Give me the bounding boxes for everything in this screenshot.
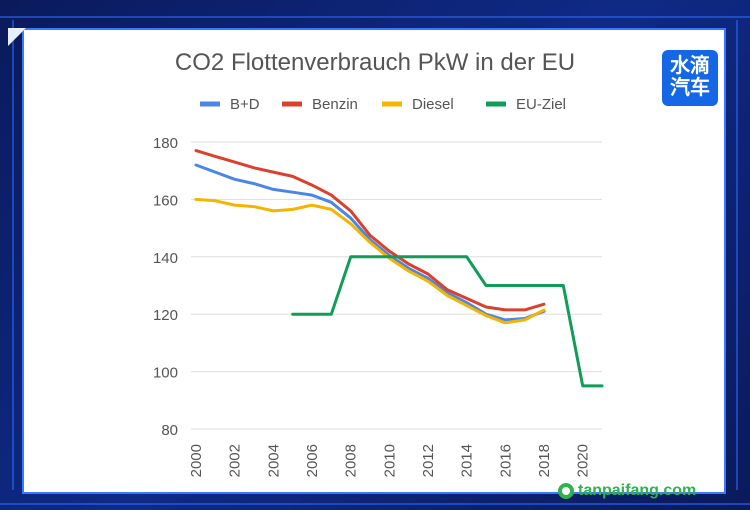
x-tick-label: 2004: [265, 444, 282, 477]
x-tick-label: 2014: [459, 444, 476, 477]
frame-line-left: [12, 20, 14, 490]
series-line-diesel: [194, 197, 546, 325]
chart-panel: [22, 28, 726, 494]
y-tick-label: 100: [153, 365, 178, 382]
legend-label: B+D: [230, 96, 260, 113]
legend-label: Diesel: [412, 96, 454, 113]
y-tick-label: 140: [153, 250, 178, 267]
y-tick-label: 80: [161, 422, 178, 439]
legend-label: Benzin: [312, 96, 358, 113]
frame-line-top: [0, 16, 750, 18]
frame-line-right: [736, 20, 738, 490]
x-tick-label: 2010: [381, 444, 398, 477]
leaf-icon: [558, 483, 574, 499]
x-tick-label: 2012: [420, 444, 437, 477]
x-tick-label: 2018: [536, 444, 553, 477]
y-tick-label: 180: [153, 135, 178, 152]
brand-logo-line2: 汽车: [670, 77, 710, 99]
y-tick-label: 120: [153, 307, 178, 324]
series-line-euziel: [291, 255, 604, 388]
watermark-text: tanpaifang.com: [578, 482, 697, 499]
series-line-benzin: [194, 149, 546, 312]
brand-logo: 水滴 汽车: [662, 50, 718, 106]
corner-decoration: [8, 28, 26, 46]
x-tick-label: 2006: [304, 444, 321, 477]
x-tick-label: 2008: [343, 444, 360, 477]
legend-label: EU-Ziel: [516, 96, 566, 113]
y-tick-label: 160: [153, 192, 178, 209]
frame-line-bottom: [0, 503, 750, 505]
x-tick-label: 2000: [188, 444, 205, 477]
watermark: tanpaifang.com: [558, 480, 696, 502]
x-tick-label: 2002: [227, 444, 244, 477]
x-tick-label: 2020: [575, 444, 592, 477]
x-tick-label: 2016: [497, 444, 514, 477]
chart-title: CO2 Flottenverbrauch PkW in der EU: [175, 49, 575, 76]
brand-logo-line1: 水滴: [670, 55, 710, 77]
